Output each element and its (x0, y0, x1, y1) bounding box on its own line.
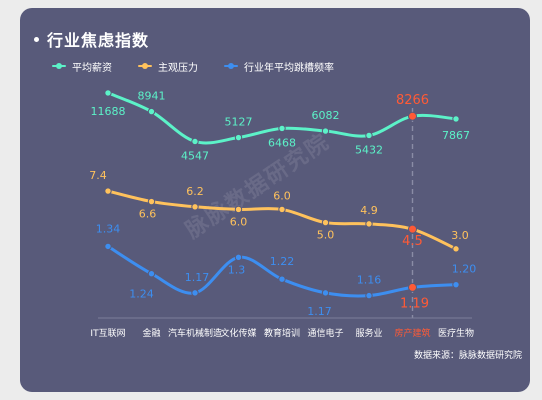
data-point (278, 205, 286, 214)
legend-label-salary: 平均薪资 (72, 62, 112, 74)
data-label: 1.16 (357, 274, 382, 287)
series-line-2 (106, 244, 458, 298)
data-label: 1.20 (452, 263, 477, 276)
legend-label-job-hopping: 行业年平均跳槽频率 (244, 62, 334, 74)
data-point (408, 224, 417, 234)
x-tick-label: 汽车机械制造 (168, 327, 222, 339)
data-point (278, 275, 286, 283)
data-label: 7.4 (89, 169, 107, 182)
data-point (104, 242, 112, 251)
data-point (147, 107, 156, 116)
x-tick-label: 服务业 (355, 327, 382, 339)
x-tick-label: 医疗生物 (438, 327, 474, 339)
data-label: 6468 (268, 136, 296, 149)
data-point (147, 270, 156, 278)
data-label: 1.17 (185, 271, 210, 284)
data-source: 数据来源：脉脉数据研究院 (413, 351, 522, 361)
data-label: 3.0 (451, 229, 469, 242)
title-bullet-icon (34, 36, 39, 42)
x-tick-label: 金融 (142, 327, 160, 339)
data-point (408, 282, 417, 292)
data-point (191, 289, 199, 297)
chart-title: 行业焦虑指数 (47, 31, 150, 50)
data-label: 8941 (138, 90, 166, 103)
data-point (234, 205, 243, 214)
data-point (408, 111, 417, 121)
title-row: 行业焦虑指数 (34, 28, 149, 50)
data-point (104, 187, 112, 195)
data-label: 1.17 (307, 305, 332, 318)
data-point (234, 253, 243, 262)
legend: 平均薪资 主观压力 行业年平均跳槽频率 (52, 58, 360, 74)
data-point (191, 137, 199, 146)
data-label: 6.2 (186, 185, 204, 198)
data-point (234, 133, 243, 142)
data-point (104, 89, 112, 97)
data-point (452, 115, 460, 123)
legend-label-pressure: 主观压力 (158, 62, 198, 74)
data-label: 4.9 (360, 204, 378, 217)
data-label: 11688 (91, 105, 126, 118)
legend-item-pressure[interactable]: 主观压力 (138, 59, 198, 74)
data-label: 1.22 (270, 255, 295, 268)
data-label: 1.24 (129, 288, 154, 301)
x-tick-label: 教育培训 (264, 327, 300, 339)
data-point (191, 203, 199, 211)
data-label: 6.0 (273, 189, 291, 202)
x-tick-label: 通信电子 (307, 327, 343, 339)
data-label: 1.19 (400, 296, 429, 311)
data-label: 5.0 (317, 229, 335, 242)
chart-card (20, 8, 530, 392)
data-label: 4547 (181, 149, 209, 162)
legend-marker-icon (224, 63, 238, 69)
data-point (365, 291, 373, 300)
data-label: 1.3 (228, 263, 246, 276)
data-label: 5432 (355, 143, 383, 156)
legend-item-job-hopping[interactable]: 行业年平均跳槽频率 (224, 59, 334, 74)
data-label: 6.6 (139, 208, 157, 221)
data-label: 6082 (312, 109, 340, 122)
data-point (365, 220, 373, 228)
x-tick-label: 房产建筑 (394, 327, 430, 339)
legend-marker-icon (52, 63, 66, 69)
data-point (365, 131, 373, 140)
data-label: 4.5 (402, 234, 423, 249)
data-point (321, 218, 330, 227)
x-tick-label: IT互联网 (90, 328, 125, 339)
data-label: 6.0 (230, 215, 248, 228)
x-tick-label: 文化传媒 (220, 327, 256, 339)
legend-marker-icon (138, 63, 152, 69)
data-label: 8266 (396, 93, 429, 108)
data-label: 1.34 (96, 222, 121, 235)
legend-item-salary[interactable]: 平均薪资 (52, 59, 112, 74)
data-point (321, 127, 330, 135)
data-point (278, 124, 286, 133)
data-point (321, 289, 330, 297)
data-point (452, 245, 460, 253)
data-point (147, 197, 156, 206)
data-label: 5127 (225, 116, 253, 129)
data-point (452, 280, 460, 289)
data-label: 7867 (442, 129, 470, 142)
